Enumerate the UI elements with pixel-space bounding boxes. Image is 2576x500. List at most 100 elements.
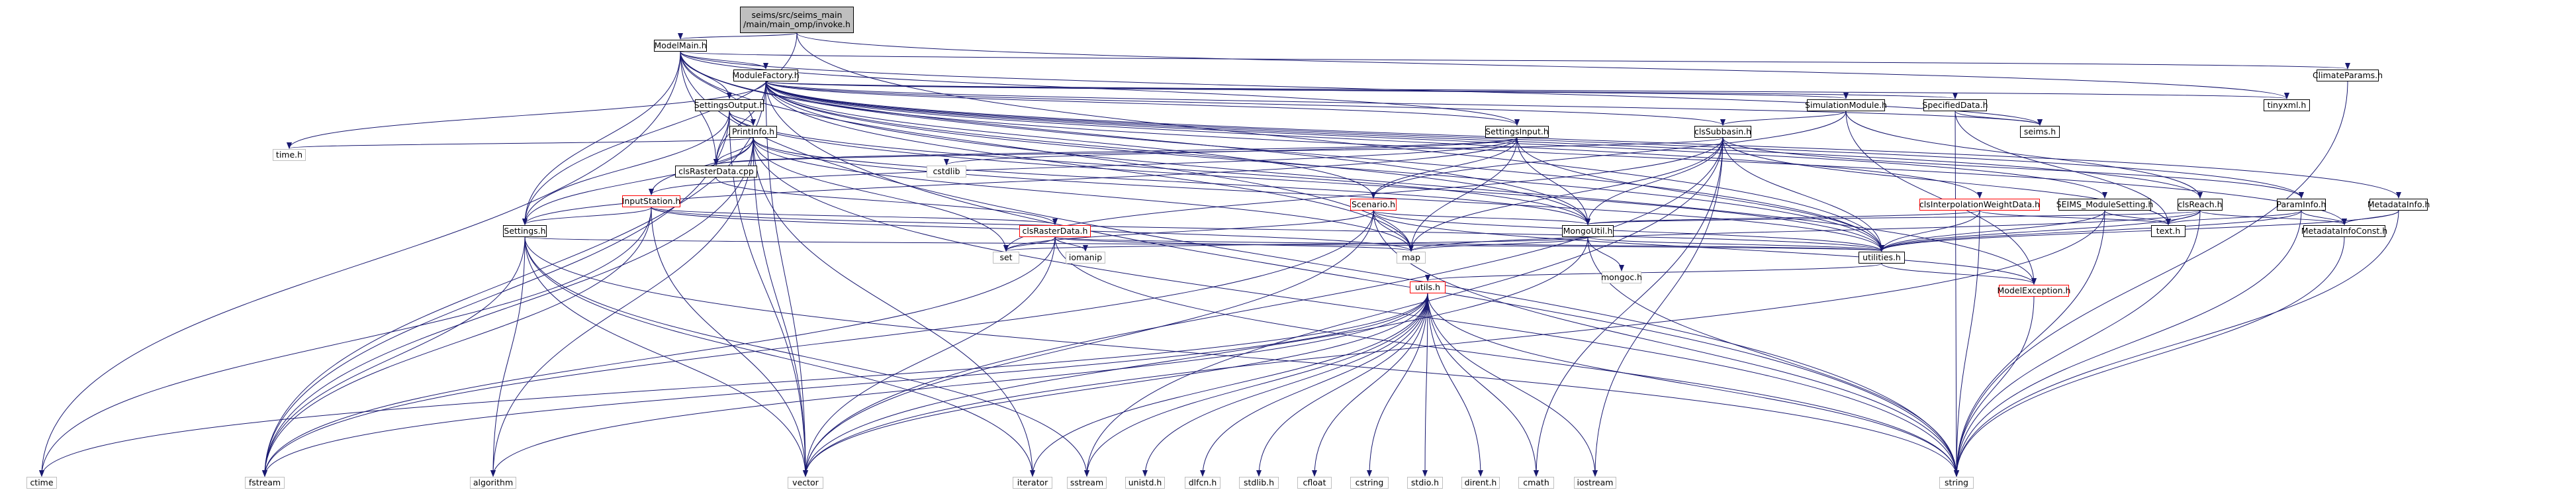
node-cls-reach[interactable]: clsReach.h: [2178, 199, 2223, 211]
node-sstream[interactable]: sstream: [1067, 477, 1107, 489]
edge-printinfo-to-fstream: [262, 137, 754, 477]
node-param-info[interactable]: ParamInfo.h: [2276, 199, 2326, 211]
node-iterator[interactable]: iterator: [1013, 477, 1052, 489]
edge-clssubbasin-to-clsrasterdatacpp: [713, 137, 1724, 166]
edge-simulationmodule-to-clssubbasin: [1720, 111, 1847, 126]
node-specified-data[interactable]: SpecifiedData.h: [1922, 99, 1988, 111]
edge-settingsoutput-to-fstream: [262, 111, 730, 477]
node-tinyxml[interactable]: tinyxml.h: [2264, 99, 2310, 111]
edge-clssubbasin-to-vector: [803, 137, 1724, 477]
edge-specifieddata-to-texth: [1955, 111, 2171, 225]
edge-paraminfo-to-utilities: [1879, 210, 2302, 252]
node-utils[interactable]: utils.h: [1410, 281, 1446, 293]
edge-paraminfo-to-string: [1954, 210, 2302, 477]
node-set[interactable]: set: [993, 252, 1019, 264]
node-text-h[interactable]: text.h: [2151, 225, 2185, 237]
edge-modulefactory-to-clsrasterdatacpp: [713, 81, 766, 166]
node-scenario[interactable]: Scenario.h: [1350, 199, 1397, 211]
edge-metadatainfo-to-string: [1954, 210, 2399, 477]
edge-scenario-to-fstream: [262, 210, 1374, 477]
node-cstdlib[interactable]: cstdlib: [927, 166, 966, 177]
node-iomanip[interactable]: iomanip: [1066, 252, 1105, 264]
node-print-info[interactable]: PrintInfo.h: [729, 126, 777, 138]
node-dlfcn[interactable]: dlfcn.h: [1185, 477, 1220, 489]
node-cls-raster-data-cpp[interactable]: clsRasterData.cpp: [675, 166, 757, 177]
edge-modulefactory-to-settingsinput: [765, 81, 1520, 126]
edge-modulefactory-to-vector: [765, 81, 808, 477]
node-model-exception[interactable]: ModelException.h: [1997, 285, 2071, 297]
root-line1: seims/src/seims_main: [751, 10, 843, 20]
node-module-factory[interactable]: ModuleFactory.h: [732, 70, 800, 81]
edge-settings-to-string: [524, 236, 1959, 477]
edge-settingsoutput-to-printinfo: [729, 111, 756, 126]
node-metadata-info-const[interactable]: MetadataInfoConst.h: [2301, 225, 2388, 237]
node-mongo-util[interactable]: MongoUtil.h: [1562, 225, 1614, 237]
edge-clsinterpolationweightdata-to-texth: [1979, 210, 2171, 225]
node-string[interactable]: string: [1939, 477, 1974, 489]
root-line2: /main/main_omp/invoke.h: [743, 19, 851, 29]
node-cls-interpolation-weight-data[interactable]: clsInterpolationWeightData.h: [1919, 199, 2041, 211]
node-fstream[interactable]: fstream: [245, 477, 285, 489]
edge-clsrasterdatah-to-map: [1054, 236, 1414, 252]
edge-modulefactory-to-metadatainfoconst: [765, 81, 2347, 225]
node-metadata-info[interactable]: MetadataInfo.h: [2367, 199, 2430, 211]
edge-modelmain-to-settings: [522, 51, 681, 225]
edge-utils-to-string: [1427, 293, 1959, 477]
node-stdio[interactable]: stdio.h: [1407, 477, 1443, 489]
node-dirent[interactable]: dirent.h: [1461, 477, 1500, 489]
node-settings[interactable]: Settings.h: [503, 225, 547, 237]
edge-modulefactory-to-fstream: [262, 81, 766, 477]
node-settings-input[interactable]: SettingsInput.h: [1485, 126, 1549, 138]
edge-utils-to-dlfcn: [1200, 293, 1428, 477]
node-utilities[interactable]: utilities.h: [1859, 252, 1905, 264]
node-cls-raster-data-h[interactable]: clsRasterData.h: [1019, 225, 1091, 237]
edge-settingsinput-to-settings: [522, 137, 1518, 225]
edge-clsrasterdatah-to-utilities: [1054, 236, 1884, 252]
node-stdlib[interactable]: stdlib.h: [1239, 477, 1279, 489]
node-seims[interactable]: seims.h: [2020, 126, 2060, 138]
edge-modelmain-to-modulefactory: [680, 51, 768, 70]
edge-clsreach-to-mongoutil: [1585, 210, 2201, 225]
node-mongoc[interactable]: mongoc.h: [1600, 272, 1643, 283]
edge-scenario-to-utilities: [1373, 210, 1884, 252]
node-model-main[interactable]: ModelMain.h: [654, 40, 707, 52]
edge-utils-to-iostream: [1427, 293, 1598, 477]
edge-inputstation-to-vector: [651, 207, 808, 477]
edge-modulefactory-to-seims_modulesetting: [765, 81, 2107, 199]
edge-settingsinput-to-scenario: [1371, 137, 1518, 199]
node-invoke-h[interactable]: seims/src/seims_main /main/main_omp/invo…: [740, 7, 854, 33]
node-cmath[interactable]: cmath: [1518, 477, 1554, 489]
edge-modulefactory-to-paraminfo: [765, 81, 2304, 199]
node-ctime[interactable]: ctime: [26, 477, 57, 489]
node-settings-output[interactable]: SettingsOutput.h: [694, 99, 765, 111]
edge-clssubbasin-to-mongoutil: [1585, 137, 1724, 225]
node-cfloat[interactable]: cfloat: [1297, 477, 1332, 489]
edge-mongoutil-to-map: [1408, 236, 1588, 252]
edge-seims_modulesetting-to-vector: [803, 210, 2105, 477]
node-seims_module-setting[interactable]: SEIMS_ModuleSetting.h: [2056, 199, 2154, 211]
edge-paraminfo-to-texth: [2166, 210, 2302, 225]
node-iostream[interactable]: iostream: [1574, 477, 1616, 489]
node-vector[interactable]: vector: [788, 477, 823, 489]
node-cls-subbasin[interactable]: clsSubbasin.h: [1694, 126, 1752, 138]
edge-settings-to-utilities: [524, 236, 1884, 252]
edge-inputstation-to-fstream: [262, 207, 652, 477]
node-cstring[interactable]: cstring: [1350, 477, 1389, 489]
edge-utils-to-fstream: [262, 293, 1428, 477]
node-simulation-module[interactable]: SimulationModule.h: [1805, 99, 1887, 111]
node-algorithm[interactable]: algorithm: [470, 477, 516, 489]
node-climate-params[interactable]: ClimateParams.h: [2312, 70, 2383, 81]
edge-utilities-to-utils: [1425, 263, 1882, 281]
node-map[interactable]: map: [1397, 252, 1426, 264]
edge-utils-to-cstring: [1367, 293, 1428, 477]
edge-printinfo-to-settings: [522, 137, 754, 225]
node-unistd[interactable]: unistd.h: [1125, 477, 1165, 489]
edge-settingsinput-to-clsrasterdatacpp: [713, 137, 1518, 166]
edge-settingsoutput-to-settings: [522, 111, 730, 225]
node-input-station[interactable]: InputStation.h: [621, 195, 681, 207]
edge-printinfo-to-iterator: [753, 137, 1035, 477]
edge-clssubbasin-to-iostream: [1592, 137, 1724, 477]
edge-modelmain-to-climateparams: [680, 51, 2350, 70]
node-time[interactable]: time.h: [273, 149, 306, 161]
